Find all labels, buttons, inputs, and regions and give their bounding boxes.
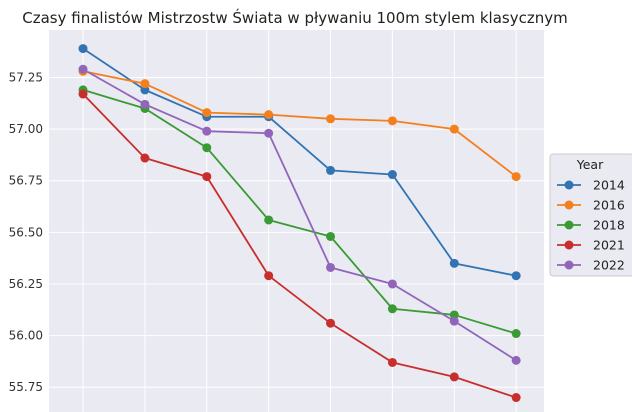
legend-label-2018: 2018 [593,218,625,233]
data-point-2018-6 [387,304,397,314]
data-point-2021-7 [449,372,459,382]
data-point-2016-2 [140,79,150,89]
data-point-2016-3 [202,108,212,118]
legend-marker-2014 [564,180,574,190]
data-point-2014-7 [449,258,459,268]
data-point-2022-5 [326,262,336,272]
data-point-2016-6 [387,116,397,126]
legend-label-2022: 2022 [593,258,625,273]
legend-label-2014: 2014 [593,178,625,193]
legend-title: Year [576,157,604,172]
y-tick-label: 57.00 [9,122,43,136]
data-point-2018-5 [326,231,336,241]
y-tick-label: 56.75 [9,174,43,188]
data-point-2022-4 [264,128,274,138]
chart-title: Czasy finalistów Mistrzostw Świata w pły… [22,8,567,27]
data-point-2014-8 [511,271,521,281]
data-point-2022-1 [78,64,88,74]
data-point-2016-5 [326,114,336,124]
data-point-2018-3 [202,143,212,153]
data-point-2021-2 [140,153,150,163]
data-point-2014-6 [387,170,397,180]
data-point-2022-8 [511,355,521,365]
data-point-2022-6 [387,279,397,289]
y-tick-label: 56.00 [9,329,43,343]
legend-marker-2021 [564,240,574,250]
legend-marker-2016 [564,200,574,210]
data-point-2021-8 [511,393,521,403]
data-point-2018-8 [511,329,521,339]
y-tick-label: 55.75 [9,380,43,394]
y-tick-label: 57.25 [9,70,43,84]
data-point-2014-5 [326,165,336,175]
series-line-2021 [82,93,517,399]
plot-area [49,30,544,412]
y-tick-label: 56.50 [9,225,43,239]
data-point-2016-4 [264,110,274,120]
data-point-2021-6 [387,357,397,367]
legend-label-2016: 2016 [593,198,625,213]
series-points [78,44,521,403]
data-point-2021-3 [202,172,212,182]
data-point-2014-1 [78,44,88,54]
data-point-2021-4 [264,271,274,281]
series-line-2014 [82,47,517,277]
data-point-2016-8 [511,172,521,182]
grid-lines [49,30,544,412]
data-point-2016-7 [449,124,459,134]
legend-marker-2018 [564,220,574,230]
series-lines [82,47,517,399]
data-point-2021-5 [326,318,336,328]
data-point-2018-4 [264,215,274,225]
data-point-2022-3 [202,126,212,136]
y-axis-tick-labels: 55.75 56.00 56.25 56.50 56.75 57.00 57.25 [9,70,43,394]
legend-label-2021: 2021 [593,238,625,253]
series-line-2016 [82,70,517,178]
data-point-2022-7 [449,316,459,326]
legend: Year 2014 2016 2018 2021 2022 [549,153,632,277]
series-line-2022 [82,68,517,362]
data-point-2021-1 [78,89,88,99]
legend-items: 2014 2016 2018 2021 2022 [557,178,625,273]
data-point-2018-7 [449,310,459,320]
data-point-2014-2 [140,85,150,95]
legend-marker-2022 [564,260,574,270]
y-tick-label: 56.25 [9,277,43,291]
data-point-2022-2 [140,99,150,109]
